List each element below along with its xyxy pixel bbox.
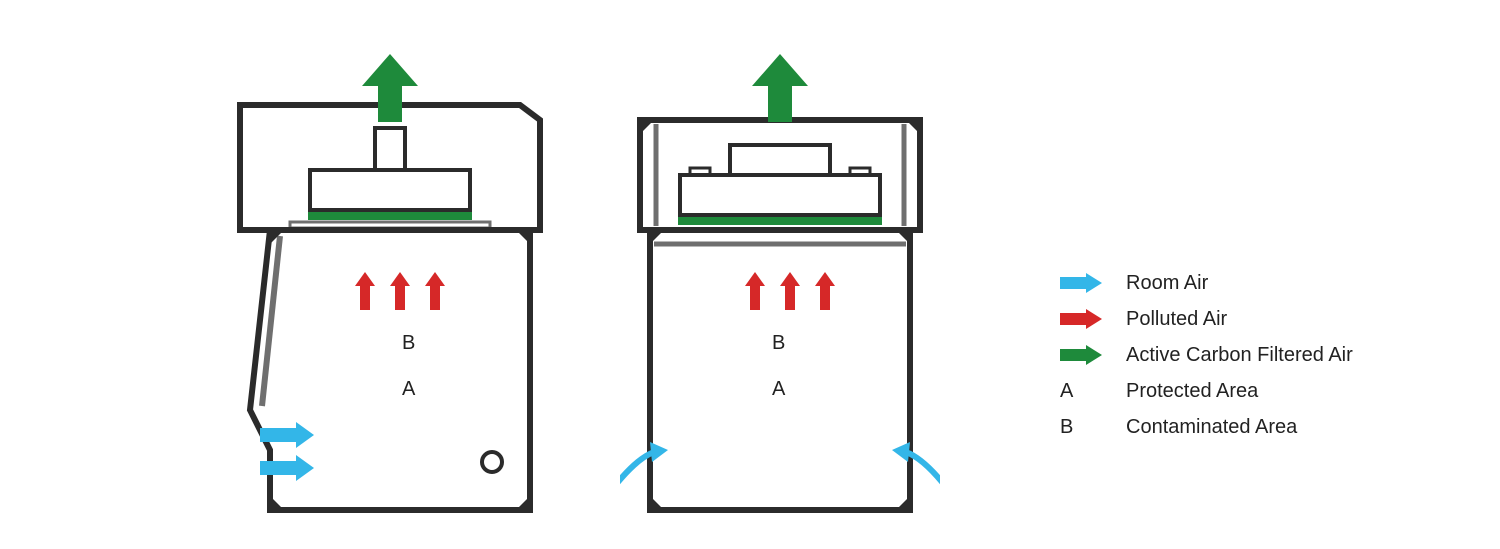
left-label-b: B: [402, 332, 415, 355]
curved-inflow-right-icon: [892, 442, 940, 482]
legend-label: Polluted Air: [1126, 308, 1227, 331]
carbon-filter-band: [678, 217, 882, 225]
legend-letter-b: B: [1060, 416, 1102, 439]
port-circle: [482, 452, 502, 472]
curved-inflow-left-icon: [620, 442, 668, 482]
room-air-arrow-icon: [1060, 273, 1102, 293]
polluted-arrows-icon: [745, 272, 835, 310]
legend-label: Room Air: [1126, 272, 1208, 295]
legend-letter-a: A: [1060, 380, 1102, 403]
exhaust-arrow-icon: [362, 54, 418, 122]
filter-body: [680, 175, 880, 215]
cabinet-right: [620, 30, 940, 530]
polluted-arrows-icon: [355, 272, 445, 310]
legend: Room Air Polluted Air Active Carbon Filt…: [1060, 270, 1353, 450]
left-label-a: A: [402, 378, 415, 401]
filter-stem: [375, 128, 405, 173]
filter-stem: [730, 145, 830, 175]
filter-body: [310, 170, 470, 210]
legend-row-protected-area: A Protected Area: [1060, 378, 1353, 404]
legend-label: Contaminated Area: [1126, 416, 1297, 439]
legend-row-filtered-air: Active Carbon Filtered Air: [1060, 342, 1353, 368]
legend-label: Protected Area: [1126, 380, 1258, 403]
exhaust-arrow-icon: [752, 54, 808, 122]
corner-bl: [270, 496, 284, 510]
work-chamber-outline: [650, 230, 910, 510]
legend-row-room-air: Room Air: [1060, 270, 1353, 296]
legend-row-contaminated-area: B Contaminated Area: [1060, 414, 1353, 440]
legend-label: Active Carbon Filtered Air: [1126, 344, 1353, 367]
right-label-a: A: [772, 378, 785, 401]
carbon-filter-band: [308, 212, 472, 220]
right-label-b: B: [772, 332, 785, 355]
cabinet-left-svg: [230, 30, 550, 530]
polluted-air-arrow-icon: [1060, 309, 1102, 329]
cabinet-left: [230, 30, 550, 530]
cabinet-right-svg: [620, 30, 940, 530]
filtered-air-arrow-icon: [1060, 345, 1102, 365]
legend-row-polluted-air: Polluted Air: [1060, 306, 1353, 332]
